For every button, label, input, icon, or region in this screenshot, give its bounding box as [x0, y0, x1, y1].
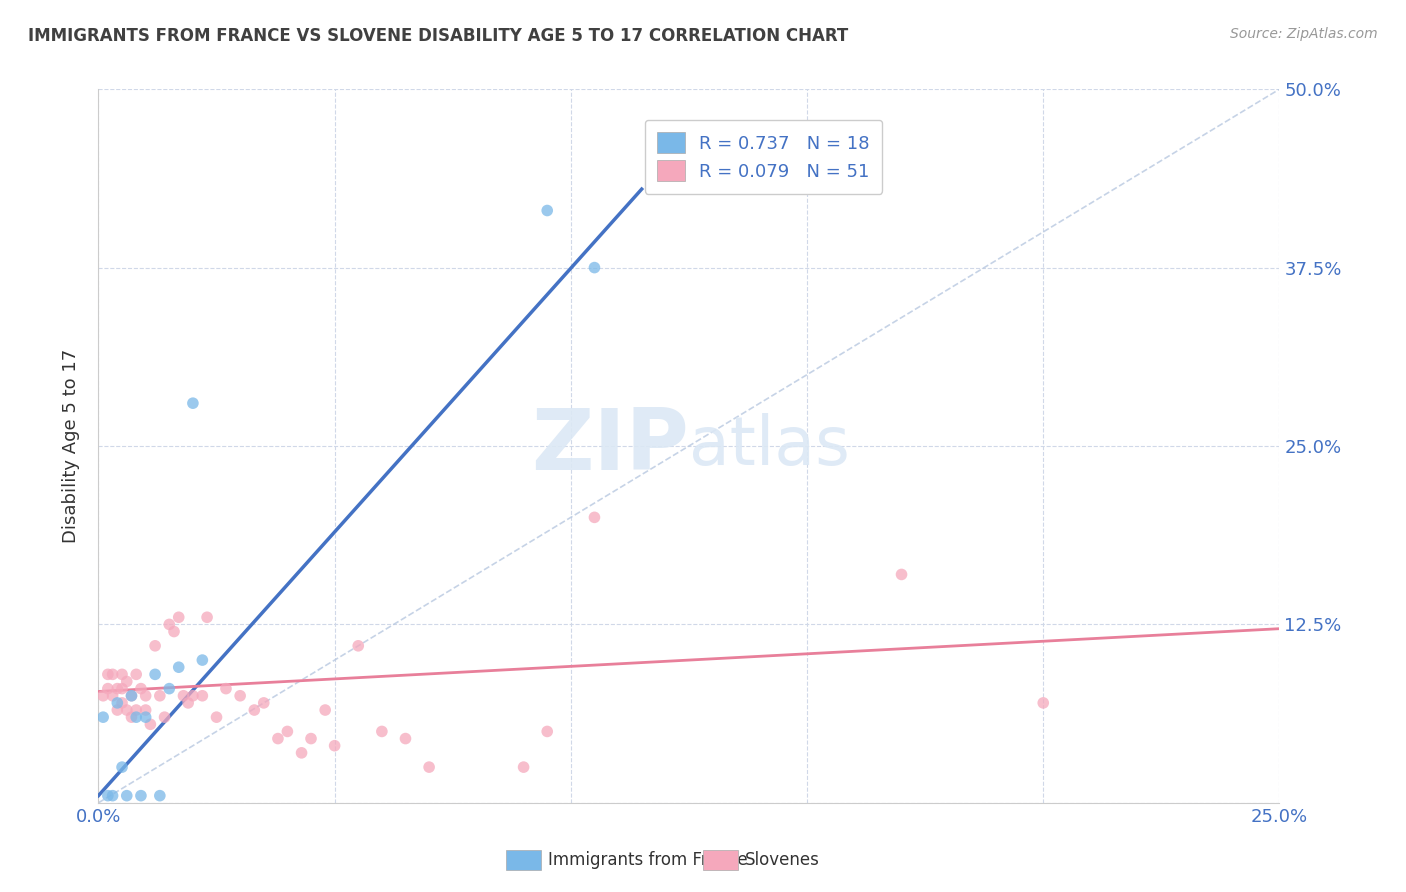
Point [143, 639, 166, 653]
Point [253, 696, 276, 710]
Point [111, 696, 134, 710]
Y-axis label: Disability Age 5 to 17: Disability Age 5 to 17 [62, 349, 80, 543]
Point [125, 667, 148, 681]
Point [101, 789, 124, 803]
Point [512, 760, 534, 774]
Point [111, 760, 134, 774]
Point [105, 703, 128, 717]
Point [101, 667, 124, 681]
Text: Source: ZipAtlas.com: Source: ZipAtlas.com [1230, 27, 1378, 41]
Point [111, 681, 134, 696]
Point [536, 724, 558, 739]
Point [101, 689, 124, 703]
Point [97, 681, 120, 696]
Point [115, 703, 138, 717]
Point [243, 703, 266, 717]
Point [91, 710, 114, 724]
Point [205, 710, 228, 724]
Point [149, 789, 172, 803]
Point [125, 703, 148, 717]
Point [583, 510, 606, 524]
Point [149, 689, 172, 703]
Point [215, 681, 238, 696]
Point [890, 567, 912, 582]
Point [1032, 696, 1054, 710]
Point [139, 717, 162, 731]
Point [172, 689, 194, 703]
Point [121, 710, 143, 724]
Point [195, 610, 218, 624]
Text: atlas: atlas [689, 413, 849, 479]
Point [314, 703, 336, 717]
Point [115, 789, 138, 803]
Point [371, 724, 394, 739]
Point [191, 653, 214, 667]
Point [394, 731, 416, 746]
Point [267, 731, 290, 746]
Point [121, 689, 143, 703]
Point [229, 689, 252, 703]
Point [181, 689, 204, 703]
Point [135, 703, 157, 717]
Point [167, 660, 190, 674]
Point [121, 689, 143, 703]
Point [125, 710, 148, 724]
Point [191, 689, 214, 703]
Text: Slovenes: Slovenes [745, 851, 820, 869]
Point [163, 624, 186, 639]
Point [135, 710, 157, 724]
Point [157, 681, 180, 696]
Point [135, 689, 157, 703]
Point [181, 396, 204, 410]
Point [323, 739, 346, 753]
Point [536, 203, 558, 218]
Point [111, 667, 134, 681]
Point [290, 746, 312, 760]
Text: IMMIGRANTS FROM FRANCE VS SLOVENE DISABILITY AGE 5 TO 17 CORRELATION CHART: IMMIGRANTS FROM FRANCE VS SLOVENE DISABI… [28, 27, 848, 45]
Point [157, 617, 180, 632]
Legend: R = 0.737   N = 18, R = 0.079   N = 51: R = 0.737 N = 18, R = 0.079 N = 51 [645, 120, 882, 194]
Point [97, 667, 120, 681]
Point [91, 689, 114, 703]
Point [105, 681, 128, 696]
Point [347, 639, 370, 653]
Point [276, 724, 298, 739]
Point [97, 789, 120, 803]
Point [129, 681, 152, 696]
Text: Immigrants from France: Immigrants from France [548, 851, 748, 869]
Text: ZIP: ZIP [531, 404, 689, 488]
Point [167, 610, 190, 624]
Point [153, 710, 176, 724]
Point [418, 760, 440, 774]
Point [583, 260, 606, 275]
Point [299, 731, 322, 746]
Point [177, 696, 200, 710]
Point [143, 667, 166, 681]
Point [129, 789, 152, 803]
Point [105, 696, 128, 710]
Point [115, 674, 138, 689]
